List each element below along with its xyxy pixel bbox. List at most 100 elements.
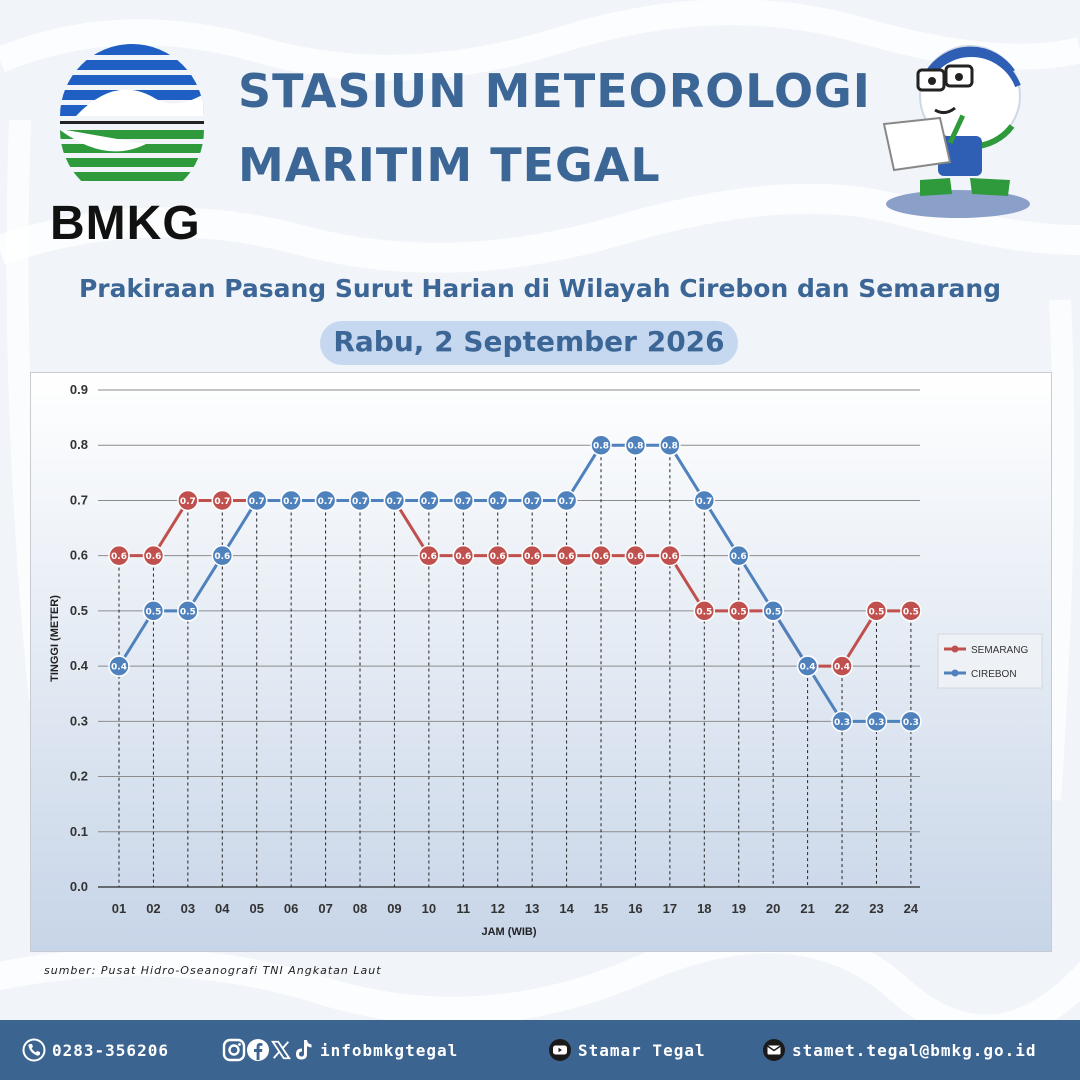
x-tick-label: 13: [525, 901, 539, 916]
x-tick-label: 03: [181, 901, 195, 916]
cirebon-data-label: 0.7: [455, 497, 471, 507]
footer-social[interactable]: infobmkgtegal: [222, 1020, 458, 1080]
semarang-data-label: 0.5: [731, 607, 747, 617]
x-tick-label: 12: [490, 901, 504, 916]
semarang-data-label: 0.5: [696, 607, 712, 617]
y-tick-label: 0.8: [70, 437, 88, 452]
y-tick-label: 0.6: [70, 548, 88, 563]
footer-email[interactable]: stamet.tegal@bmkg.go.id: [762, 1020, 1037, 1080]
station-title-line2: MARITIM TEGAL: [238, 138, 661, 192]
semarang-data-label: 0.6: [145, 552, 161, 562]
cirebon-point: [452, 489, 475, 512]
forecast-subtitle: Prakiraan Pasang Surut Harian di Wilayah…: [78, 274, 1002, 303]
chart-frame: [30, 372, 1052, 952]
semarang-data-label: 0.7: [180, 497, 196, 507]
x-axis-title: JAM (WIB): [482, 926, 537, 938]
cirebon-legend-marker: [951, 669, 959, 677]
cirebon-data-label: 0.7: [352, 497, 368, 507]
x-tick-label: 01: [112, 901, 126, 916]
cirebon-data-label: 0.7: [386, 497, 402, 507]
cirebon-point: [314, 489, 337, 512]
x-tick-label: 24: [904, 901, 919, 916]
facebook-icon: [247, 1039, 269, 1061]
semarang-point: [900, 600, 922, 622]
cirebon-point: [418, 489, 440, 512]
tiktok-icon: [296, 1040, 312, 1060]
cirebon-data-label: 0.8: [627, 442, 643, 452]
legend-box: [937, 633, 1043, 689]
semarang-data-label: 0.6: [559, 552, 575, 562]
semarang-data-label: 0.6: [593, 552, 609, 562]
semarang-point: [624, 544, 647, 567]
cirebon-point: [727, 544, 750, 567]
cirebon-line: [117, 443, 911, 723]
x-tick-label: 08: [353, 901, 367, 916]
cirebon-data-label: 0.3: [903, 718, 919, 728]
semarang-data-label: 0.6: [111, 552, 127, 562]
x-tick-label: 07: [318, 901, 332, 916]
cirebon-point: [108, 655, 130, 677]
x-tick-label: 22: [835, 901, 849, 916]
footer-phone[interactable]: 0283-356206: [22, 1020, 169, 1080]
tide-line-chart: 0.6 0.6 0.7 0.7 0.7 0.7 0.7 0.7 0.7 0.6 0.6 0.6 0.6 0…: [31, 373, 1051, 951]
semarang-point: [521, 544, 543, 567]
cirebon-data-label: 0.3: [834, 718, 850, 728]
phone-icon: [22, 1038, 46, 1062]
cirebon-point: [245, 489, 268, 512]
cirebon-point: [659, 434, 681, 456]
y-tick-label: 0.4: [70, 658, 89, 673]
semarang-legend-marker: [951, 645, 959, 653]
cirebon-point: [280, 489, 302, 512]
cirebon-data-label: 0.7: [490, 497, 506, 507]
y-tick-label: 0.1: [70, 824, 88, 839]
cirebon-point: [624, 434, 647, 456]
y-tick-label: 0.9: [70, 382, 88, 397]
cirebon-point: [349, 489, 371, 512]
youtube-icon: [549, 1039, 571, 1061]
cirebon-data-label: 0.8: [662, 442, 678, 452]
semarang-data-label: 0.6: [627, 552, 643, 562]
y-tick-label: 0.2: [70, 769, 88, 784]
cirebon-point: [211, 544, 234, 567]
cirebon-data-label: 0.7: [421, 497, 437, 507]
cirebon-point: [521, 489, 543, 512]
cirebon-data-label: 0.7: [318, 497, 334, 507]
y-tick-label: 0.0: [70, 879, 88, 894]
semarang-data-label: 0.7: [214, 497, 230, 507]
cirebon-point: [590, 434, 612, 456]
cirebon-data-label: 0.4: [111, 663, 127, 673]
x-tick-label: 18: [697, 901, 711, 916]
semarang-point: [177, 489, 199, 512]
semarang-data-label: 0.6: [421, 552, 437, 562]
cirebon-data-label: 0.7: [283, 497, 299, 507]
semarang-point: [865, 600, 888, 622]
x-tick-label: 06: [284, 901, 298, 916]
footer-youtube[interactable]: Stamar Tegal: [548, 1020, 706, 1080]
cirebon-point: [555, 489, 578, 512]
x-tick-label: 04: [215, 901, 230, 916]
semarang-data-label: 0.5: [903, 607, 919, 617]
cirebon-point: [177, 600, 199, 622]
cirebon-data-label: 0.6: [731, 552, 747, 562]
cirebon-data-label: 0.4: [800, 663, 816, 673]
semarang-point: [108, 544, 130, 567]
y-tick-label: 0.7: [70, 492, 88, 507]
cirebon-data-label: 0.7: [696, 497, 712, 507]
x-icon: [271, 1040, 291, 1060]
cirebon-legend-label: CIREBON: [971, 669, 1017, 680]
y-axis-title: TINGGI (METER): [49, 595, 61, 682]
cirebon-data-label: 0.6: [214, 552, 230, 562]
semarang-point: [590, 544, 612, 567]
cirebon-point: [142, 600, 165, 622]
cirebon-data-label: 0.7: [249, 497, 265, 507]
semarang-point: [452, 544, 475, 567]
mascot-illustration: [882, 45, 1030, 218]
footer-youtube-text: Stamar Tegal: [578, 1040, 706, 1060]
semarang-legend-label: SEMARANG: [971, 645, 1028, 656]
semarang-data-label: 0.6: [662, 552, 678, 562]
forecast-date: Rabu, 2 September 2026: [320, 321, 738, 365]
semarang-point: [418, 544, 440, 567]
x-tick-label: 16: [628, 901, 642, 916]
semarang-point: [659, 544, 681, 567]
